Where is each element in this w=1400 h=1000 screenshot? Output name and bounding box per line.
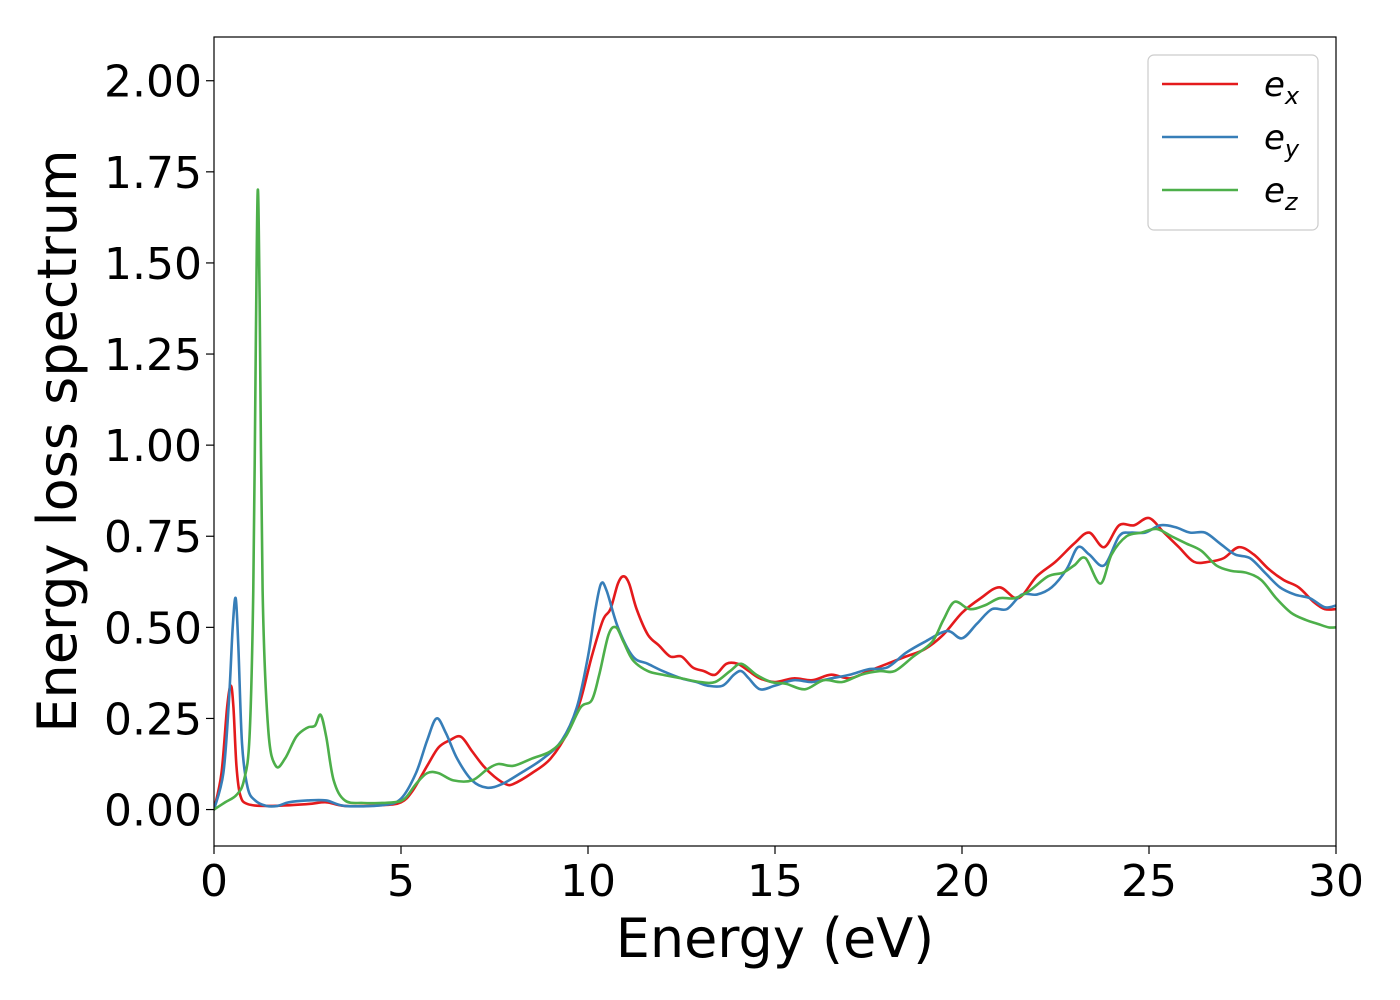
legend-label-e-y: ey (1264, 118, 1300, 163)
y-tick-label: 2.00 (104, 57, 202, 108)
y-tick-label: 0.00 (104, 786, 202, 837)
y-tick-label: 0.50 (104, 603, 202, 654)
y-tick-label: 1.75 (104, 148, 202, 199)
legend-label-e-x: ex (1264, 65, 1300, 110)
legend: ex ey ez (1147, 54, 1319, 231)
x-tick-label: 30 (1308, 856, 1364, 907)
x-tick-label: 20 (934, 856, 990, 907)
series-line-e-z (214, 188, 1336, 811)
y-tick-label: 1.50 (104, 239, 202, 290)
x-axis-label: Energy (eV) (616, 907, 935, 970)
x-tick-label: 10 (560, 856, 616, 907)
x-tick-label: 25 (1121, 856, 1177, 907)
x-tick-label: 0 (200, 856, 228, 907)
y-tick-label: 0.25 (104, 694, 202, 745)
x-tick-label: 5 (387, 856, 415, 907)
y-tick-label: 0.75 (104, 512, 202, 563)
series-line-e-y (214, 523, 1336, 811)
legend-box (1147, 54, 1319, 231)
y-tick-label: 1.00 (104, 421, 202, 472)
x-tick-label: 15 (747, 856, 803, 907)
y-tick-label: 1.25 (104, 330, 202, 381)
series-line-e-x (214, 516, 1336, 811)
y-axis-label: Energy loss spectrum (26, 149, 89, 732)
legend-label-e-z: ez (1264, 171, 1299, 216)
